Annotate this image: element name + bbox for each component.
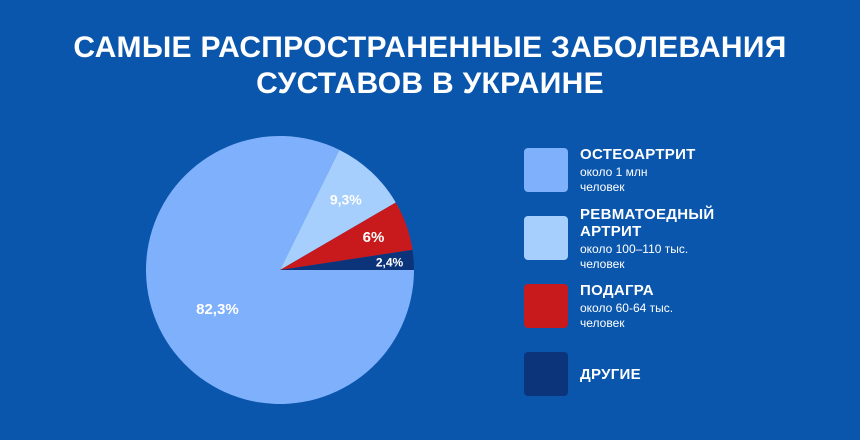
pie-slice-gout — [280, 202, 413, 270]
pie-label-rheumatoid-arthritis: 9,3% — [330, 191, 362, 207]
legend-swatch-gout — [524, 284, 568, 328]
pie-slice-rheumatoid-arthritis — [280, 149, 396, 270]
chart-title-line2: СУСТАВОВ В УКРАИНЕ — [256, 67, 604, 100]
legend-swatch-other — [524, 352, 568, 396]
pie-label-gout: 6% — [363, 229, 385, 246]
legend-label-osteoarthritis: ОСТЕОАРТРИТ — [580, 146, 696, 163]
legend-swatch-osteoarthritis — [524, 148, 568, 192]
legend-label-other: ДРУГИЕ — [580, 366, 641, 383]
legend-sub-gout: около 60-64 тыс. человек — [580, 301, 674, 330]
pie-slice-other — [280, 249, 414, 270]
pie-label-other: 2,4% — [376, 256, 404, 270]
legend-swatch-rheumatoid-arthritis — [524, 216, 568, 260]
chart-title: САМЫЕ РАСПРОСТРАНЕННЫЕ ЗАБОЛЕВАНИЯ СУСТА… — [0, 30, 860, 102]
legend-sub-rheumatoid-arthritis: около 100–110 тыс. человек — [580, 242, 689, 271]
legend-sub-osteoarthritis: около 1 млн человек — [580, 165, 648, 194]
pie-slice-osteoarthritis — [145, 135, 415, 404]
pie-label-osteoarthritis: 82,3% — [196, 301, 239, 318]
chart-title-line1: САМЫЕ РАСПРОСТРАНЕННЫЕ ЗАБОЛЕВАНИЯ — [73, 31, 787, 64]
legend-label-rheumatoid-arthritis: РЕВМАТОЕДНЫЙ АРТРИТ — [580, 206, 715, 240]
legend-label-gout: ПОДАГРА — [580, 282, 654, 299]
